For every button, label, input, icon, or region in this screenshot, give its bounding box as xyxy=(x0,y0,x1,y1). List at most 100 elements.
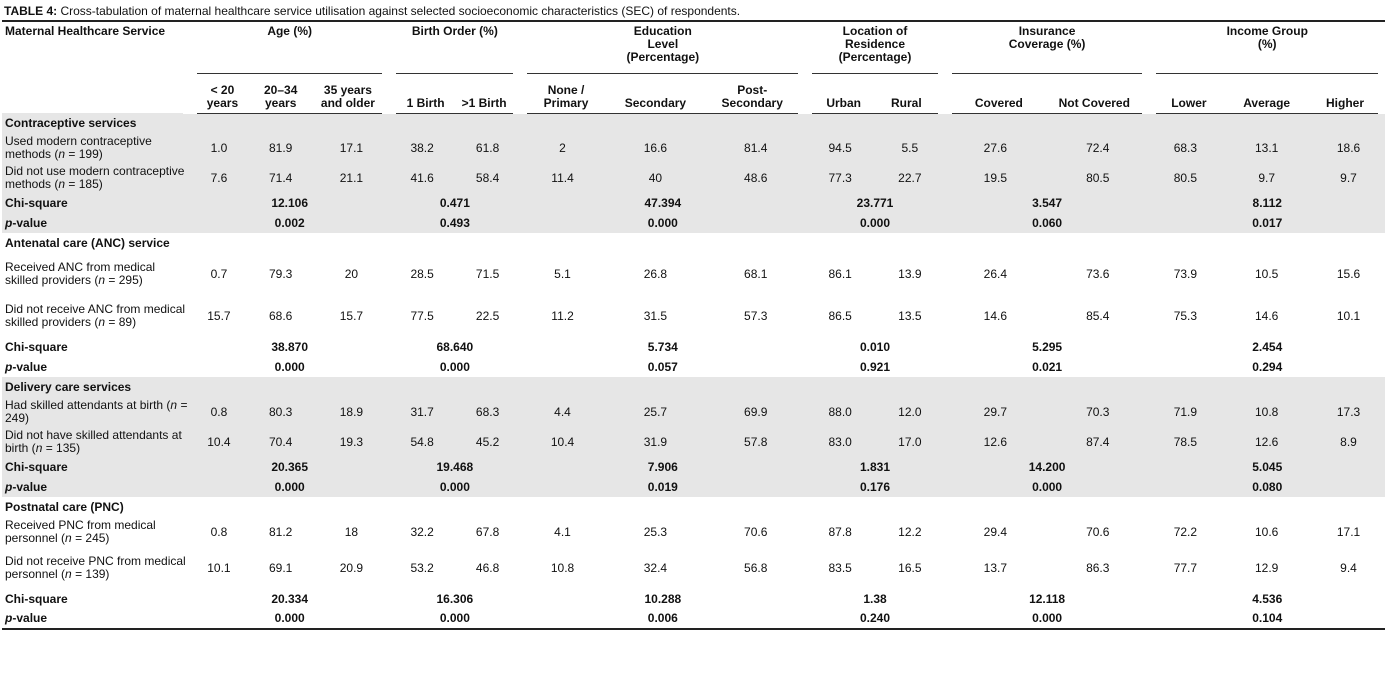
header-service: Maternal Healthcare Service xyxy=(5,24,166,38)
cell-value: 15.7 xyxy=(339,308,364,323)
row-label-count: = 139) xyxy=(71,567,110,581)
table-row: Received ANC from medical skilled provid… xyxy=(2,253,1385,295)
cell-value: 9.7 xyxy=(1312,163,1385,193)
cell-value: 71.5 xyxy=(475,266,500,281)
cell-value: 77.7 xyxy=(1173,560,1198,575)
cell-value: 25.3 xyxy=(643,524,668,539)
header-sub: < 20 years xyxy=(182,72,248,114)
header-sub: Secondary xyxy=(604,72,707,114)
chi-square-row: Chi-square 20.365 19.468 7.906 1.831 14.200 5.… xyxy=(2,457,1385,477)
p-value-row: p-value 0.000 0.000 0.057 0.921 0.021 0.294 xyxy=(2,357,1385,377)
p-value: 0.000 xyxy=(189,609,390,630)
row-label-text: Received PNC from medical personnel ( xyxy=(5,518,156,545)
cell-value: 87.8 xyxy=(828,524,852,539)
cell-value: 73.9 xyxy=(1173,266,1198,281)
cell-value: 4.4 xyxy=(520,397,605,427)
cell-value: 18.6 xyxy=(1312,133,1385,163)
header-sub: 20–34 years xyxy=(247,72,314,114)
cell-value: 13.9 xyxy=(898,266,922,281)
cell-value: 25.7 xyxy=(604,397,707,427)
row-label-n: n xyxy=(65,531,72,545)
cell-value: 70.6 xyxy=(744,524,768,539)
header-group-label: Location of Residence (Percentage) xyxy=(838,24,912,64)
chi-square-value: 16.306 xyxy=(436,591,474,606)
header-sub-row: < 20 years 20–34 years 35 years and older 1… xyxy=(2,72,1392,114)
cell-value: 12.6 xyxy=(1221,427,1313,457)
cell-value: 69.1 xyxy=(269,560,293,575)
header-sub: Average xyxy=(1221,72,1313,114)
cell-value: 68.3 xyxy=(1149,133,1222,163)
row-label-count: = 295) xyxy=(105,273,143,287)
cell-value: 13.1 xyxy=(1221,133,1313,163)
cross-tabulation-table: Maternal Healthcare Service Age (%) Birth … xyxy=(2,20,1392,630)
header-sub: >1 Birth xyxy=(454,72,528,114)
cell-value: 13.5 xyxy=(898,308,922,323)
p-value-letter: p xyxy=(5,359,13,374)
header-sub: Covered xyxy=(937,72,1047,114)
header-sub: 35 years and older xyxy=(313,72,397,114)
chi-square-value: 20.334 xyxy=(271,591,309,606)
p-value-row: p-value 0.000 0.000 0.006 0.240 0.000 0.104 xyxy=(2,609,1385,630)
cell-value: 10.4 xyxy=(189,427,248,457)
cell-value: 19.3 xyxy=(313,427,390,457)
chi-square-value: 12.106 xyxy=(189,193,390,213)
cell-value: 41.6 xyxy=(389,163,455,193)
cell-value: 56.8 xyxy=(744,560,768,575)
p-value-row: p-value 0.002 0.493 0.000 0.000 0.060 0.017 xyxy=(2,213,1385,233)
section-title: Contraceptive services xyxy=(2,113,1385,133)
cell-value: 10.1 xyxy=(207,560,231,575)
header-sub: Not Covered xyxy=(1046,72,1157,114)
cell-value: 19.5 xyxy=(944,163,1047,193)
cell-value: 77.3 xyxy=(805,163,876,193)
cell-value: 14.6 xyxy=(983,308,1008,323)
row-label: Received ANC from medical skilled provid… xyxy=(2,253,190,295)
table-row: Used modern contraceptive methods (n = 1… xyxy=(2,133,1385,163)
row-label-count: = 249) xyxy=(5,398,188,425)
p-value: 0.019 xyxy=(520,477,806,497)
p-value: 0.021 xyxy=(1032,359,1063,374)
header-sub: Post-Secondary xyxy=(706,72,813,114)
chi-square-value: 14.200 xyxy=(944,457,1150,477)
table-row: Did not use modern contraceptive methods… xyxy=(2,163,1385,193)
p-value-row: p-value 0.000 0.000 0.019 0.176 0.000 0.080 xyxy=(2,477,1385,497)
cell-value: 69.9 xyxy=(706,397,806,427)
header-group: Income Group (%) xyxy=(1149,21,1385,73)
cell-value: 1.0 xyxy=(189,133,248,163)
cell-value: 12.2 xyxy=(898,524,922,539)
cell-value: 85.4 xyxy=(1086,308,1110,323)
cell-value: 68.6 xyxy=(269,308,293,323)
cell-value: 28.5 xyxy=(410,266,434,281)
p-value: 0.176 xyxy=(805,477,945,497)
cell-value: 38.2 xyxy=(389,133,455,163)
cell-value: 12.0 xyxy=(875,397,945,427)
cell-value: 87.4 xyxy=(1046,427,1150,457)
chi-square-value: 0.471 xyxy=(389,193,521,213)
cell-value: 11.4 xyxy=(520,163,605,193)
row-label: Used modern contraceptive methods (n = 1… xyxy=(2,133,190,163)
header-sub: Higher xyxy=(1312,72,1392,114)
cell-value: 40 xyxy=(604,163,707,193)
p-value-letter: p xyxy=(5,215,13,230)
cell-value: 26.8 xyxy=(643,266,668,281)
chi-square-label: Chi-square xyxy=(2,457,190,477)
cell-value: 11.2 xyxy=(551,308,574,323)
cell-value: 2 xyxy=(520,133,605,163)
cell-value: 70.4 xyxy=(247,427,314,457)
row-label-n: n xyxy=(98,315,106,329)
cell-value: 17.1 xyxy=(1336,524,1361,539)
p-value: 0.000 xyxy=(439,359,470,374)
cell-value: 29.4 xyxy=(983,524,1008,539)
chi-square-value: 3.547 xyxy=(944,193,1150,213)
header-group: Age (%) xyxy=(190,21,390,73)
row-label-n: n xyxy=(35,441,43,455)
header-group-label: Birth Order (%) xyxy=(411,24,498,38)
header-group: Location of Residence (Percentage) xyxy=(805,21,944,73)
cell-value: 31.5 xyxy=(643,308,668,323)
chi-square-row: Chi-square 20.334 16.306 10.288 1.38 12.118 4.… xyxy=(2,589,1385,609)
chi-square-label: Chi-square xyxy=(5,339,68,354)
cell-value: 80.3 xyxy=(247,397,314,427)
p-value: 0.000 xyxy=(274,359,305,374)
cell-value: 71.9 xyxy=(1149,397,1222,427)
row-label-n: n xyxy=(58,147,66,161)
row-label: Did not receive PNC from medical personn… xyxy=(2,547,190,589)
